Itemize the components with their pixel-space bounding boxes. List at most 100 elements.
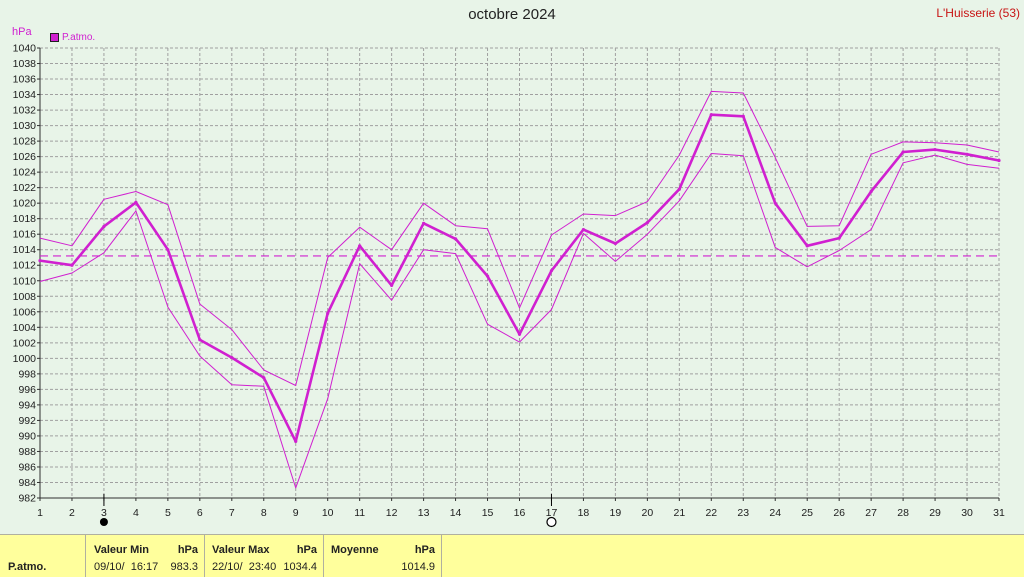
data-point [38, 258, 42, 263]
y-tick-label: 984 [18, 477, 36, 489]
data-point [294, 439, 298, 443]
data-point [70, 263, 74, 267]
x-tick-label: 7 [229, 507, 235, 519]
y-tick-label: 1024 [13, 167, 37, 179]
data-point [805, 244, 809, 248]
x-tick-label: 27 [865, 507, 877, 519]
data-point [517, 332, 522, 336]
data-point [997, 158, 1001, 163]
data-point [230, 355, 234, 360]
y-tick-label: 1016 [13, 229, 37, 241]
x-tick-label: 19 [610, 507, 622, 519]
y-tick-label: 992 [18, 415, 36, 427]
avg-header: Moyenne [331, 544, 379, 556]
data-point [549, 269, 554, 273]
x-tick-label: 13 [418, 507, 430, 519]
stats-panel: P.atmo. Valeur Min hPa 09/10/ 16:17 983.… [0, 534, 1024, 577]
x-tick-label: 6 [197, 507, 203, 519]
min-unit: hPa [177, 544, 198, 556]
data-point [869, 189, 873, 194]
data-point [645, 220, 649, 225]
x-tick-label: 5 [165, 507, 171, 519]
data-point [741, 114, 745, 118]
data-point [422, 221, 426, 225]
y-tick-label: 1012 [13, 260, 37, 272]
x-tick-label: 14 [450, 507, 462, 519]
x-tick-label: 26 [833, 507, 845, 519]
data-point [677, 187, 681, 191]
data-point [965, 152, 969, 156]
y-tick-label: 1006 [13, 306, 37, 318]
data-point [933, 148, 937, 152]
stats-max-cell: Valeur Max hPa 22/10/ 23:40 1034.4 [205, 535, 324, 577]
data-point [837, 236, 841, 240]
max-value: 1034.4 [283, 561, 317, 573]
y-tick-label: 1028 [13, 136, 37, 148]
data-point [134, 200, 138, 204]
y-tick-label: 1002 [13, 337, 37, 349]
series-line-min [39, 153, 1000, 489]
y-tick-label: 1010 [13, 275, 37, 287]
y-tick-label: 986 [18, 461, 36, 473]
stats-row-header: P.atmo. [0, 535, 86, 577]
x-tick-label: 3 [101, 507, 107, 519]
x-tick-label: 25 [801, 507, 813, 519]
legend-swatch [50, 33, 59, 42]
x-tick-label: 20 [642, 507, 654, 519]
x-tick-label: 22 [705, 507, 717, 519]
full-moon-icon [546, 516, 557, 528]
y-tick-label: 998 [18, 368, 36, 380]
legend: P.atmo. [50, 32, 95, 43]
data-point [613, 241, 618, 246]
y-tick-label: 1032 [13, 105, 37, 117]
x-tick-label: 21 [673, 507, 685, 519]
y-tick-label: 1034 [13, 89, 37, 101]
y-tick-label: 1000 [13, 353, 37, 365]
y-tick-label: 1018 [13, 213, 37, 225]
data-point [453, 237, 458, 241]
series-line-max [39, 90, 1000, 386]
x-tick-label: 10 [322, 507, 334, 519]
y-tick-label: 996 [18, 384, 36, 396]
x-tick-label: 4 [133, 507, 139, 519]
data-point [390, 283, 394, 288]
min-header: Valeur Min [94, 544, 150, 556]
x-tick-label: 9 [293, 507, 299, 519]
y-tick-label: 988 [18, 446, 36, 458]
data-point [166, 248, 170, 252]
y-tick-label: 1020 [13, 198, 37, 210]
min-value: 983.3 [170, 561, 198, 573]
data-point [326, 311, 330, 315]
x-tick-label: 1 [37, 507, 43, 519]
y-tick-label: 1004 [13, 322, 37, 334]
x-tick-label: 18 [578, 507, 590, 519]
data-point [262, 376, 266, 380]
data-point [485, 274, 490, 278]
max-unit: hPa [296, 544, 317, 556]
legend-label: P.atmo. [62, 32, 96, 43]
x-tick-label: 2 [69, 507, 75, 519]
y-tick-label: 1038 [13, 58, 37, 70]
avg-unit: hPa [414, 544, 435, 556]
data-point [773, 201, 777, 205]
stats-min-cell: Valeur Min hPa 09/10/ 16:17 983.3 [86, 535, 205, 577]
data-point [709, 113, 713, 117]
y-tick-label: 1008 [13, 291, 37, 303]
y-tick-label: 982 [18, 493, 36, 505]
x-tick-label: 24 [769, 507, 781, 519]
data-point [198, 338, 202, 342]
pressure-chart: 9829849869889909929949969981000100210041… [13, 43, 1005, 528]
stats-row-label: P.atmo. [8, 561, 47, 573]
y-tick-label: 1036 [13, 74, 37, 86]
y-axis-unit: hPa [12, 26, 32, 38]
y-tick-label: 1022 [13, 182, 37, 194]
data-point [581, 227, 586, 232]
avg-value: 1014.9 [401, 561, 435, 573]
data-point [901, 150, 905, 154]
new-moon-icon [99, 518, 108, 526]
y-tick-label: 994 [18, 399, 36, 411]
x-tick-label: 29 [929, 507, 941, 519]
x-tick-label: 16 [514, 507, 526, 519]
x-tick-label: 11 [354, 507, 365, 519]
x-tick-label: 8 [261, 507, 267, 519]
